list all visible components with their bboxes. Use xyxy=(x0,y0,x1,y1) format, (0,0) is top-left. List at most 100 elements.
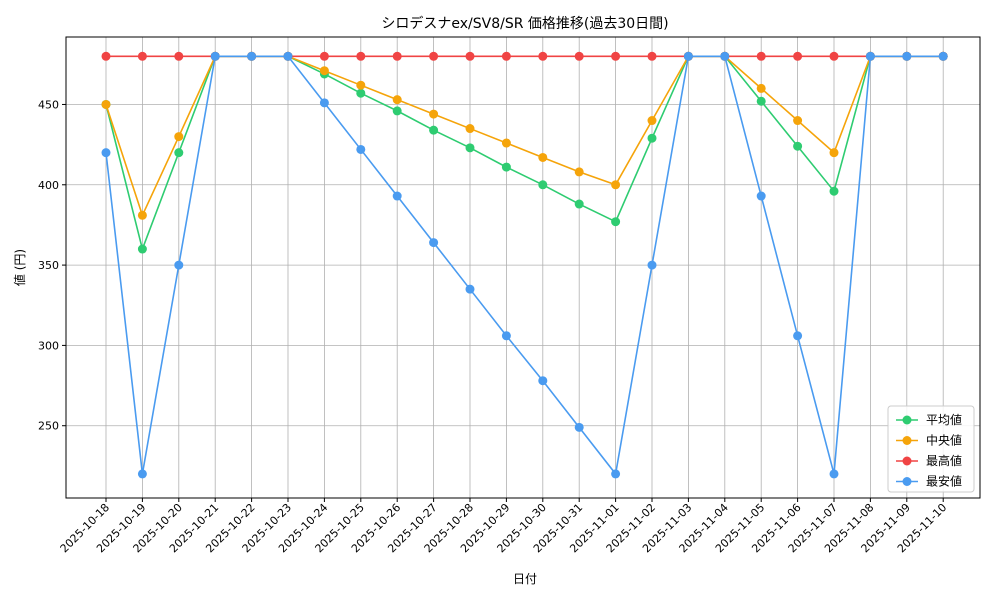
data-point xyxy=(174,51,184,61)
data-point xyxy=(137,210,147,220)
data-point xyxy=(101,51,111,61)
data-point xyxy=(174,132,184,142)
legend-label: 中央値 xyxy=(926,433,962,448)
y-tick-label: 250 xyxy=(38,420,59,433)
data-point xyxy=(501,51,511,61)
data-point xyxy=(319,98,329,108)
data-point xyxy=(611,469,621,479)
data-point xyxy=(101,99,111,109)
data-point xyxy=(137,244,147,254)
data-point xyxy=(611,217,621,227)
data-point xyxy=(319,51,329,61)
data-point xyxy=(356,51,366,61)
data-point xyxy=(647,133,657,143)
data-point xyxy=(429,238,439,248)
data-point xyxy=(756,51,766,61)
data-point xyxy=(647,260,657,270)
y-tick-label: 300 xyxy=(38,339,59,352)
legend-box xyxy=(887,405,975,493)
data-point xyxy=(465,284,475,294)
chart-title: シロデスナex/SV8/SR 価格推移(過去30日間) xyxy=(381,15,668,32)
y-tick-label: 450 xyxy=(38,98,59,111)
data-point xyxy=(611,180,621,190)
data-point xyxy=(283,51,293,61)
data-point xyxy=(101,148,111,158)
data-point xyxy=(683,51,693,61)
legend-label: 最安値 xyxy=(926,474,962,489)
data-point xyxy=(756,191,766,201)
data-point xyxy=(210,51,220,61)
legend-entry: 最高値 xyxy=(896,453,962,468)
data-point xyxy=(137,469,147,479)
data-point xyxy=(538,51,548,61)
data-point xyxy=(538,152,548,162)
data-point xyxy=(865,51,875,61)
legend-entry: 最安値 xyxy=(896,474,962,489)
legend-label: 最高値 xyxy=(926,453,962,468)
data-point xyxy=(356,144,366,154)
y-axis-ticks: 250 300 350 400 450 xyxy=(38,98,66,433)
data-point xyxy=(902,51,912,61)
data-point xyxy=(465,124,475,134)
data-point xyxy=(829,51,839,61)
data-point xyxy=(793,51,803,61)
legend-marker xyxy=(902,477,912,486)
data-point xyxy=(829,469,839,479)
data-point xyxy=(247,51,257,61)
data-point xyxy=(392,95,402,105)
data-point xyxy=(429,51,439,61)
grid-lines xyxy=(66,37,980,498)
data-point xyxy=(647,51,657,61)
data-point xyxy=(392,191,402,201)
series-layer xyxy=(101,51,948,479)
data-point xyxy=(429,125,439,135)
series-3 xyxy=(101,51,948,479)
legend-marker xyxy=(902,415,912,425)
data-point xyxy=(174,148,184,158)
data-point xyxy=(574,199,584,209)
y-tick-label: 350 xyxy=(38,259,59,272)
data-point xyxy=(829,148,839,158)
data-point xyxy=(574,51,584,61)
data-point xyxy=(756,83,766,93)
data-point xyxy=(392,51,402,61)
data-point xyxy=(756,96,766,106)
data-point xyxy=(793,141,803,151)
data-point xyxy=(392,106,402,116)
data-point xyxy=(720,51,730,61)
x-axis-title: 日付 xyxy=(513,572,537,586)
data-point xyxy=(611,51,621,61)
legend-entry: 平均値 xyxy=(896,412,962,427)
y-axis-title: 値 (円) xyxy=(12,249,27,286)
legend-entry: 中央値 xyxy=(896,433,962,448)
data-point xyxy=(793,331,803,341)
data-point xyxy=(793,116,803,126)
data-point xyxy=(465,51,475,61)
legend-marker xyxy=(902,436,912,445)
data-point xyxy=(647,116,657,126)
data-point xyxy=(501,331,511,341)
data-point xyxy=(429,109,439,119)
plot-area-frame xyxy=(65,36,981,499)
data-point xyxy=(829,186,839,196)
y-tick-label: 400 xyxy=(38,179,59,192)
data-point xyxy=(574,422,584,432)
data-point xyxy=(574,167,584,177)
data-point xyxy=(356,88,366,98)
data-point xyxy=(938,51,948,61)
data-point xyxy=(319,66,329,76)
data-point xyxy=(356,80,366,90)
series-line xyxy=(105,55,944,476)
data-point xyxy=(174,260,184,270)
data-point xyxy=(538,376,548,386)
legend-label: 平均値 xyxy=(926,412,962,427)
data-point xyxy=(501,162,511,172)
data-point xyxy=(501,138,511,148)
data-point xyxy=(137,51,147,61)
legend-marker xyxy=(902,456,912,466)
data-point xyxy=(538,180,548,190)
data-point xyxy=(465,143,475,153)
